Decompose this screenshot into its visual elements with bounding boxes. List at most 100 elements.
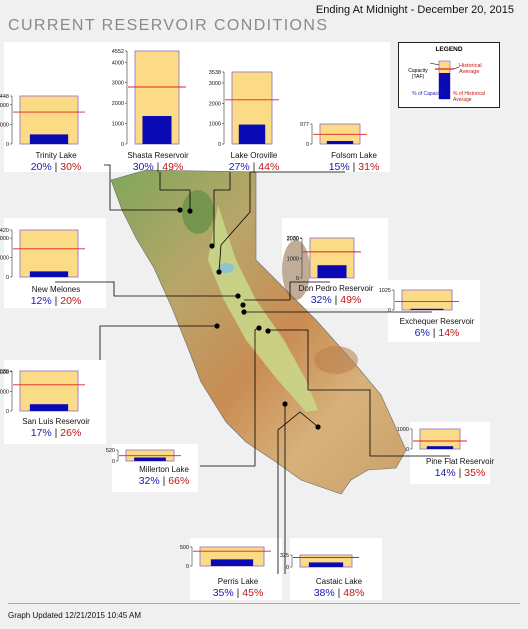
- legend-graphic: [429, 60, 460, 100]
- pine-flat-reservoir-tick-label: 0: [406, 447, 409, 453]
- pct-capacity: 20%: [30, 161, 52, 173]
- exchequer-dot: [241, 309, 247, 315]
- san-luis-dot: [214, 323, 220, 329]
- lake-oroville-tick-label: 1000: [209, 122, 221, 128]
- don-pedro-stats: Don Pedro Reservoir 32% | 49%: [298, 284, 374, 306]
- pct-average: 48%: [343, 587, 365, 599]
- san-luis-reservoir-tick-label: 2039: [0, 369, 9, 375]
- new-melones-stats: New Melones 12% | 20%: [30, 285, 82, 307]
- lake-oroville-tick-label: 3000: [209, 81, 221, 87]
- millerton-dot: [256, 325, 262, 331]
- chart-name: Shasta Reservoir: [127, 151, 189, 160]
- pct-capacity: 30%: [132, 161, 154, 173]
- footer-rule: [8, 603, 520, 604]
- pct-capacity: 17%: [30, 427, 52, 439]
- pct-average: 49%: [340, 294, 362, 306]
- legend-pct-average: % of Historical Average: [453, 91, 485, 103]
- exchequer-stats: Exchequer Reservoir 6% | 14%: [399, 317, 475, 339]
- pct-average: 45%: [242, 587, 264, 599]
- pct-capacity: 27%: [228, 161, 250, 173]
- don-pedro-dot: [240, 302, 246, 308]
- pine-flat-reservoir-tick-label: 1000: [397, 427, 409, 433]
- perris-lake-tick-label: 500: [180, 545, 189, 551]
- shasta-reservoir-tick-label: 4000: [112, 60, 124, 66]
- new-melones-capacity-bar: [19, 229, 79, 278]
- lake-oroville-storage-bar: [238, 124, 266, 144]
- san-luis-reservoir-tick-label: 1000: [0, 389, 9, 395]
- pct-average: 44%: [258, 161, 280, 173]
- pct-average: 35%: [464, 467, 486, 479]
- castaic-dot: [282, 401, 288, 407]
- trinity-lake-storage-bar: [29, 134, 69, 144]
- pct-capacity: 38%: [313, 587, 335, 599]
- chart-name: New Melones: [31, 285, 81, 294]
- exchequer-reservoir-storage-bar: [410, 308, 444, 310]
- shasta-reservoir-tick-label: 1000: [112, 122, 124, 128]
- graph-updated: Graph Updated 12/21/2015 10:45 AM: [8, 611, 141, 620]
- chart-name: Perris Lake: [217, 577, 259, 586]
- pct-capacity: 32%: [310, 294, 332, 306]
- pine-flat-reservoir-storage-bar: [426, 446, 454, 449]
- california-map: [110, 169, 407, 495]
- new-melones-tick-label: 2420: [0, 228, 9, 234]
- folsom-lake-storage-bar: [326, 140, 354, 144]
- don-pedro-reservoir-tick-label: 2000: [287, 237, 299, 243]
- pct-average: 31%: [358, 161, 380, 173]
- new-melones-tick-label: 1000: [0, 256, 9, 262]
- new-melones-tick-label: 2000: [0, 236, 9, 242]
- legend-capacity: Capacity (TAF): [408, 68, 428, 80]
- shasta-reservoir-tick-label: 3000: [112, 81, 124, 87]
- castaic-panel: [290, 538, 382, 600]
- pct-average: 49%: [162, 161, 184, 173]
- millerton-lake-storage-bar: [134, 457, 166, 461]
- don-pedro-reservoir-tick-label: 0: [296, 276, 299, 282]
- pct-capacity: 32%: [138, 475, 160, 487]
- pct-average: 30%: [60, 161, 82, 173]
- page-title: CURRENT RESERVOIR CONDITIONS: [8, 17, 329, 34]
- perris-stats: Perris Lake 35% | 45%: [212, 577, 264, 599]
- shasta-reservoir-tick-label: 0: [121, 142, 124, 148]
- chart-name: Exchequer Reservoir: [399, 317, 475, 326]
- folsom-lake-tick-label: 977: [300, 122, 309, 128]
- pct-capacity: 35%: [212, 587, 234, 599]
- pine-flat-stats: Pine Flat Reservoir 14% | 35%: [425, 457, 495, 479]
- folsom-dot: [216, 269, 222, 275]
- pct-capacity: 14%: [434, 467, 456, 479]
- shasta-reservoir-tick-label: 4552: [112, 49, 124, 55]
- trinity-lake-tick-label: 2448: [0, 94, 9, 100]
- legend-box: LEGEND Capacity (TAF) Historical Average…: [398, 42, 500, 108]
- don-pedro-reservoir-tick-label: 2030: [287, 236, 299, 242]
- pct-average: 66%: [168, 475, 190, 487]
- chart-name: Castaic Lake: [315, 577, 363, 586]
- new-melones-tick-label: 0: [6, 275, 9, 281]
- perris-lake-tick-label: 0: [186, 564, 189, 570]
- chart-name: San Luis Reservoir: [22, 417, 90, 426]
- san-luis-reservoir-tick-label: 2000: [0, 370, 9, 376]
- trinity-lake-tick-label: 2000: [0, 103, 9, 109]
- san-luis-reservoir-storage-bar: [29, 404, 69, 411]
- chart-name: Lake Oroville: [230, 151, 278, 160]
- chart-name: Don Pedro Reservoir: [298, 284, 374, 293]
- don-pedro-reservoir-tick-label: 1000: [287, 256, 299, 262]
- legend-title: LEGEND: [435, 46, 463, 53]
- legend-pct-capacity: % of Capacity: [412, 91, 443, 97]
- shasta-reservoir-tick-label: 2000: [112, 101, 124, 107]
- millerton-lake-tick-label: 0: [112, 459, 115, 465]
- oroville-stats: Lake Oroville 27% | 44%: [228, 151, 280, 173]
- millerton-stats: Millerton Lake 32% | 66%: [138, 465, 190, 487]
- pine-flat-reservoir-capacity-bar: [419, 428, 461, 450]
- chart-name: Pine Flat Reservoir: [425, 457, 495, 466]
- shasta-dot: [187, 208, 193, 214]
- trinity-stats: Trinity Lake 20% | 30%: [30, 151, 82, 173]
- folsom-panel: [300, 42, 390, 172]
- pct-capacity: 12%: [30, 295, 52, 307]
- oroville-dot: [209, 243, 215, 249]
- exchequer-reservoir-tick-label: 1025: [379, 288, 391, 294]
- pct-capacity: 15%: [328, 161, 350, 173]
- new-melones-storage-bar: [29, 271, 69, 277]
- trinity-lake-tick-label: 0: [6, 142, 9, 148]
- pct-average: 26%: [60, 427, 82, 439]
- castaic-stats: Castaic Lake 38% | 48%: [313, 577, 365, 599]
- shasta-stats: Shasta Reservoir 30% | 49%: [127, 151, 189, 173]
